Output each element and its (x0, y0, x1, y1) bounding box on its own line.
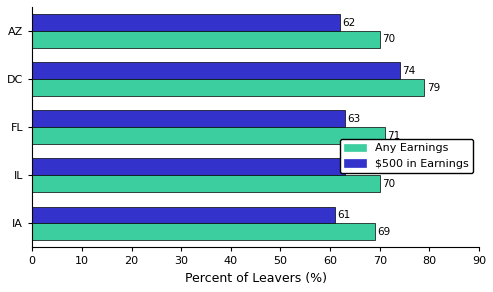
Bar (32, 127, 385, 144)
Text: 70: 70 (382, 179, 395, 189)
Bar (32, 79, 424, 96)
Text: 62: 62 (343, 18, 356, 27)
Bar (32, 223, 375, 240)
Text: 61: 61 (338, 210, 351, 220)
Bar (32, 159, 345, 175)
Text: 63: 63 (348, 162, 361, 172)
Bar (32, 206, 335, 223)
Legend: Any Earnings, $500 in Earnings: Any Earnings, $500 in Earnings (340, 139, 473, 173)
Text: 79: 79 (427, 83, 440, 93)
Bar (32, 110, 345, 127)
X-axis label: Percent of Leavers (%): Percent of Leavers (%) (184, 272, 326, 285)
Text: 70: 70 (382, 34, 395, 44)
Bar (32, 175, 380, 192)
Bar (32, 14, 340, 31)
Bar (32, 62, 399, 79)
Text: 71: 71 (387, 131, 400, 141)
Text: 63: 63 (348, 114, 361, 124)
Text: 69: 69 (377, 227, 390, 237)
Bar (32, 31, 380, 48)
Text: 74: 74 (402, 66, 415, 76)
